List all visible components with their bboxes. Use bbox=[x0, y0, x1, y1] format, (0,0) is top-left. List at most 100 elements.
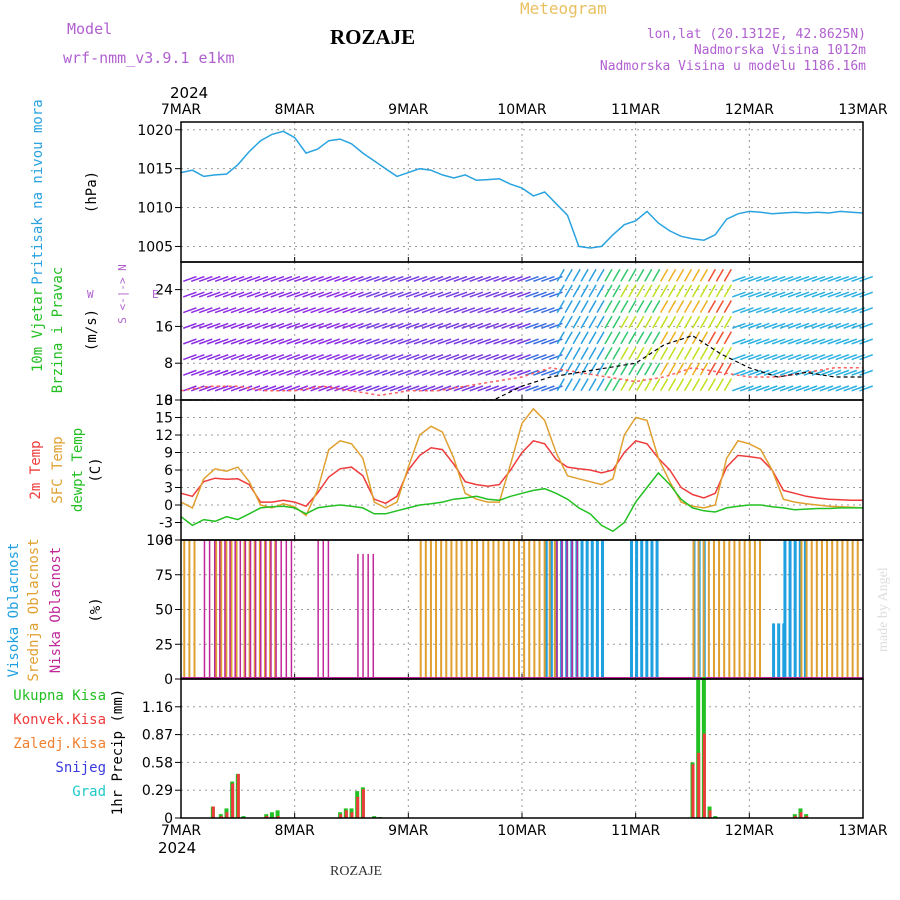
wind-barb bbox=[644, 362, 653, 376]
page-title: ROZAJE bbox=[330, 25, 415, 49]
meteogram-title: Meteogram bbox=[520, 0, 607, 18]
wind-barb bbox=[334, 385, 348, 392]
wind-barb bbox=[644, 284, 653, 298]
wind-barb bbox=[238, 291, 253, 298]
wind-barb bbox=[859, 291, 874, 298]
cloud-bar-1 bbox=[220, 540, 223, 679]
wind-barb bbox=[517, 385, 531, 392]
wind-barb bbox=[691, 347, 701, 360]
wind-barb bbox=[675, 331, 685, 345]
wind-barb bbox=[214, 275, 229, 283]
wind-barb bbox=[588, 347, 597, 360]
wind-barb bbox=[230, 275, 245, 283]
cloud-bar-2 bbox=[285, 540, 288, 679]
wind-barb bbox=[628, 268, 637, 282]
wind-barb bbox=[517, 322, 531, 329]
cloud-bar-1 bbox=[692, 540, 695, 679]
wind-barb bbox=[278, 291, 293, 298]
wind-barb bbox=[620, 300, 629, 313]
cloud-bar-1 bbox=[435, 540, 438, 679]
wind-barb bbox=[652, 268, 661, 282]
wind-barb bbox=[350, 369, 364, 376]
wind-barb bbox=[771, 354, 786, 361]
wind-barb bbox=[859, 275, 874, 283]
cloud-mid-label: Srednja Oblacnost bbox=[26, 538, 42, 681]
wind-barb bbox=[525, 322, 539, 329]
wind-barb bbox=[437, 291, 452, 298]
wind-barb bbox=[835, 322, 850, 329]
wind-barb bbox=[190, 369, 205, 376]
wind-barb bbox=[214, 354, 229, 361]
credit: made by Angel bbox=[876, 567, 891, 652]
wind-barb bbox=[819, 275, 834, 283]
y-tick-label: 9 bbox=[164, 446, 173, 462]
cloud-bar-2 bbox=[275, 540, 277, 679]
cloud-bar-1 bbox=[193, 540, 196, 679]
precip-bar-1 bbox=[211, 806, 215, 818]
wind-barb bbox=[859, 354, 874, 361]
wind-barb bbox=[318, 354, 332, 361]
cloud-bar-2 bbox=[229, 540, 231, 679]
wind-barb bbox=[612, 268, 621, 282]
wind-barb bbox=[675, 300, 685, 313]
y-tick-label: 6 bbox=[164, 463, 173, 479]
cloud-bar-1 bbox=[728, 540, 731, 679]
wind-barb bbox=[715, 284, 725, 298]
wind-barb bbox=[835, 291, 850, 298]
wind-frame bbox=[180, 261, 864, 401]
wind-barb bbox=[270, 385, 285, 392]
wind-barb bbox=[342, 307, 356, 314]
wind-barb bbox=[580, 362, 589, 376]
wind-barb bbox=[604, 378, 613, 392]
wind-barb bbox=[644, 378, 653, 392]
wind-barb bbox=[652, 284, 661, 298]
cloud-bar-1 bbox=[836, 540, 839, 679]
wind-barb bbox=[318, 322, 332, 329]
wind-barb bbox=[715, 268, 725, 282]
wind-barb bbox=[707, 268, 717, 282]
wind-barb bbox=[381, 354, 396, 361]
wind-barb bbox=[246, 322, 261, 329]
wind-barb bbox=[302, 291, 317, 298]
wind-barb bbox=[509, 307, 523, 314]
wind-barb bbox=[334, 338, 348, 345]
cloud-bar-1 bbox=[553, 540, 556, 679]
wind-barb bbox=[715, 315, 725, 329]
cloud-bar-1 bbox=[429, 540, 432, 679]
wind-barb bbox=[366, 322, 380, 329]
cloud-bar-1 bbox=[497, 540, 500, 679]
cloud-bar-1 bbox=[507, 540, 510, 679]
cloud-bar-2 bbox=[357, 553, 359, 679]
wind-barb bbox=[827, 307, 842, 314]
wind-barb bbox=[190, 291, 205, 298]
temp-unit: (C) bbox=[88, 457, 104, 482]
cloud-bar-1 bbox=[465, 540, 468, 679]
cloud-bar-1 bbox=[502, 540, 505, 679]
cloud-bar-1 bbox=[800, 540, 803, 679]
wind-barb bbox=[358, 322, 372, 329]
x-tick-label-bottom: 7MAR bbox=[161, 823, 202, 839]
wind-barb bbox=[588, 378, 597, 392]
wind-barb bbox=[421, 322, 436, 329]
wind-barb bbox=[660, 347, 669, 360]
wind-barb bbox=[310, 354, 324, 361]
wind-barb bbox=[811, 338, 826, 345]
wind-barb bbox=[707, 378, 717, 392]
wind-barb bbox=[787, 369, 802, 376]
wind-barb bbox=[732, 322, 746, 329]
wind-barb bbox=[183, 338, 197, 345]
cloud-bar-1 bbox=[183, 540, 186, 679]
wind-barb bbox=[381, 275, 396, 283]
wind-barb bbox=[366, 338, 380, 345]
wind-barb bbox=[493, 307, 507, 314]
wind-barb bbox=[699, 284, 709, 298]
cloud-bar-2 bbox=[556, 540, 558, 679]
wind-barb bbox=[811, 369, 826, 376]
wind-barb bbox=[358, 291, 372, 298]
x-tick-label-top: 9MAR bbox=[388, 102, 429, 118]
wind-barb bbox=[652, 300, 661, 313]
wind-barb bbox=[373, 275, 388, 283]
wind-barb bbox=[294, 322, 309, 329]
wind-barb bbox=[723, 331, 732, 345]
cloud-bar-2 bbox=[322, 540, 325, 679]
